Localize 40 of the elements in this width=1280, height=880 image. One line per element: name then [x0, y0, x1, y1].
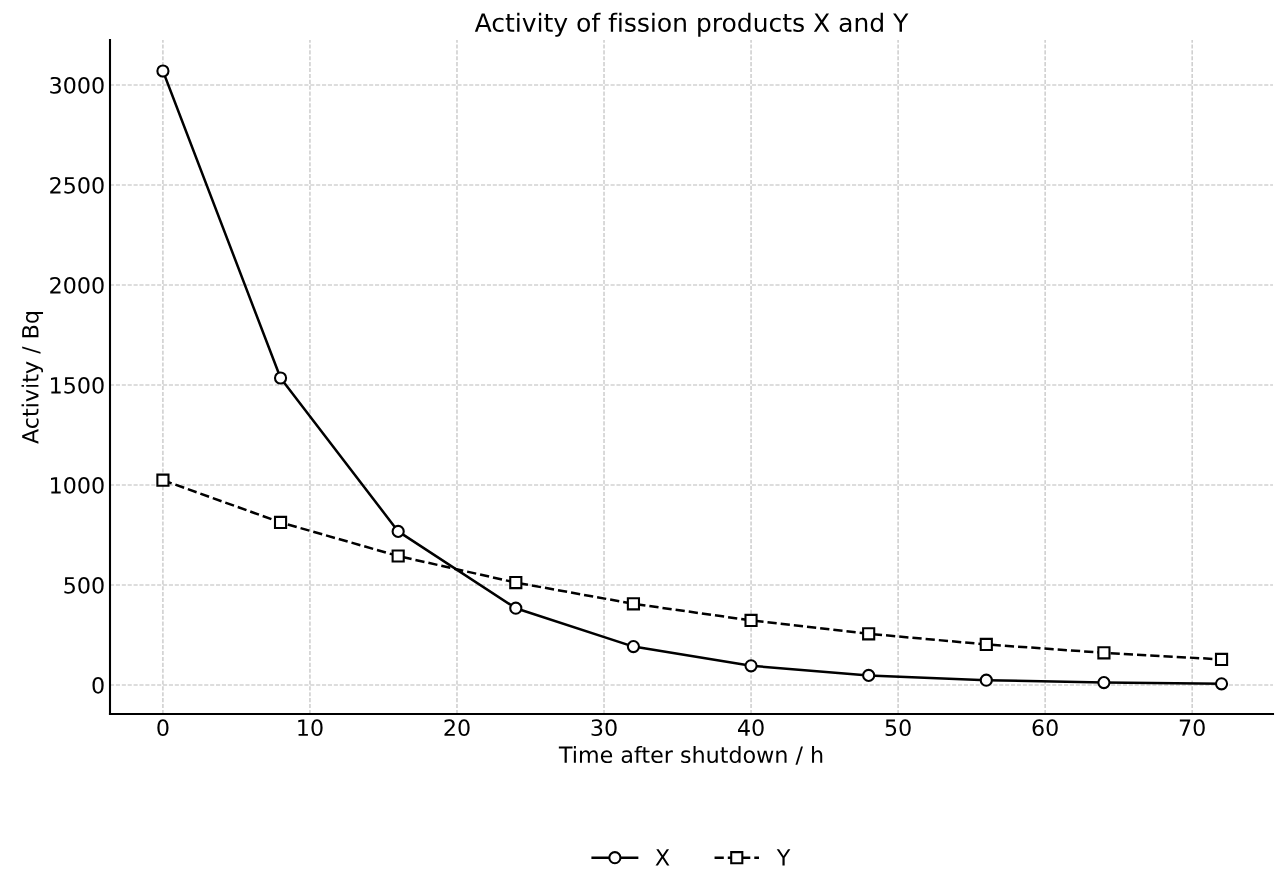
- y-tick-label: 0: [92, 676, 104, 694]
- point: [626, 640, 641, 654]
- y-tick-label: 1500: [51, 376, 104, 394]
- point: [509, 601, 523, 615]
- x-tick-label: 50: [885, 719, 911, 737]
- y-axis-title: Activity / Bq: [21, 311, 44, 444]
- point: [156, 64, 170, 78]
- point: [391, 524, 405, 538]
- point: [744, 659, 758, 673]
- point: [1214, 677, 1229, 691]
- point: [862, 627, 876, 641]
- point: [509, 576, 523, 590]
- x-axis-title: Time after shutdown / h: [558, 745, 823, 765]
- x-tick-label: 70: [1179, 719, 1205, 737]
- y-tick-label: 500: [64, 576, 104, 594]
- x-tick-label: 30: [591, 719, 617, 737]
- point: [391, 549, 405, 563]
- x-tick-label: 0: [157, 719, 169, 737]
- point: [979, 673, 993, 687]
- point: [1097, 646, 1111, 660]
- x-tick-label: 60: [1032, 719, 1058, 737]
- chart-title: Activity of fission products X and Y: [474, 12, 909, 37]
- point: [1097, 676, 1111, 690]
- legend-label: Y: [776, 849, 791, 866]
- point: [862, 668, 876, 682]
- y-tick-label: 3000: [50, 76, 104, 94]
- point: [744, 613, 758, 627]
- y-tick-label: 1000: [51, 476, 104, 494]
- point: [1214, 652, 1229, 666]
- point: [626, 597, 641, 611]
- legend-label: X: [655, 849, 670, 866]
- x-tick-label: 40: [737, 719, 764, 737]
- x-tick-label: 10: [298, 719, 323, 737]
- point: [156, 473, 170, 487]
- x-tick-label: 20: [444, 719, 470, 737]
- point: [979, 637, 993, 651]
- y-tick-label: 2000: [50, 276, 104, 294]
- point: [273, 515, 288, 529]
- y-tick-label: 2500: [50, 176, 104, 194]
- point: [273, 371, 288, 385]
